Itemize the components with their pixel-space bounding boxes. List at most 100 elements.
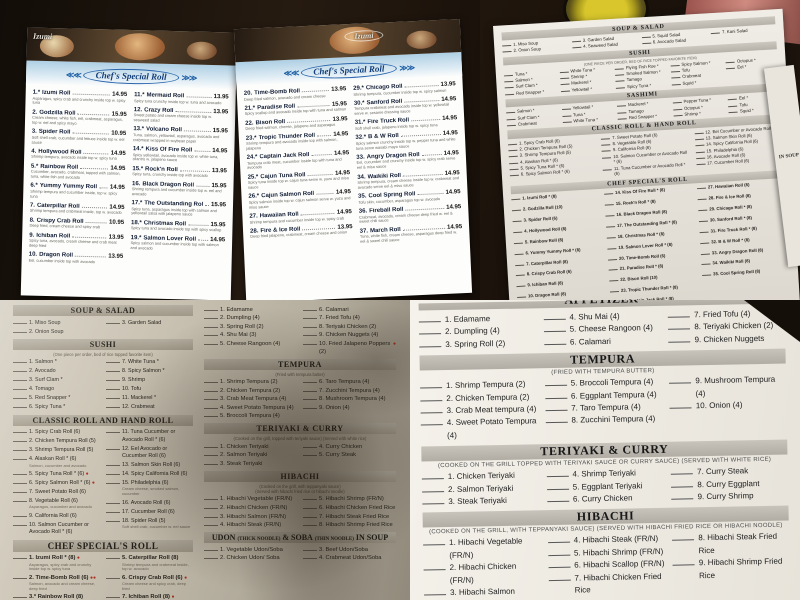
item-label: 6. Taro Tempura (4) [319,379,370,386]
item-label: 2. Hibachi Chicken (FR/N) [449,562,517,585]
menu-item: 28. Fire & Ice Roll (8) [697,191,785,203]
menu-item: 3. Garden Salad [106,318,193,327]
write-in-blank [13,455,27,461]
item-label: 20. Time-Bomb Roll (6) [618,252,666,261]
item-label: Shrimp * [684,110,701,117]
item-price: 13.95 [108,253,124,261]
menu-item-line: 10. Salmon Cucumber or Avocado Roll * (6… [13,520,100,536]
dotted-leader [410,115,441,122]
item-label: 6. Yummy Yummy Roll * (8) [525,246,581,256]
item-label: 15. Rock'n Roll * (8) [615,198,656,207]
write-in-blank [13,478,27,484]
menu-item: 22. Bison Roll (10) [609,272,697,284]
item-label: 7. Hibachi Steak Fried Rice [319,513,390,520]
soba-paren: (THIN NOODLE) [314,537,354,543]
write-in-blank [204,503,218,509]
write-in-blank [106,498,120,504]
dotted-leader [77,109,110,116]
menu-item-line: 6. Spicy Salmon Roll * (6) ● [13,478,100,487]
menu-item: 11.* Mermaid Roll 13.95 Spicy tuna crunc… [134,91,229,106]
dotted-leader [311,150,333,157]
item-label: 4. Sweet Potato Tempura (4) [220,404,294,411]
menu-item: 33. Angry Dragon Roll 14.95 Eel, cucumbe… [356,149,459,171]
write-in-blank [204,339,218,345]
edge-text: IN SOUP [778,152,800,161]
item-description: Tuna, salmon, yellowtail, asparagus, avo… [133,132,220,144]
menu-column: 11.* Mermaid Roll 13.95 Spicy tuna crunc… [130,91,229,270]
write-in-blank [673,111,683,117]
dotted-leader [72,89,111,96]
item-label: 1. Edamame [444,314,491,325]
item-label: 1. Shrimp Tempura (2) [220,379,278,386]
menu-item: 6. Taro Tempura (4) [303,377,396,386]
item-label: 2. Chicken Udon/ Soba [220,555,280,562]
write-in-blank [13,511,27,517]
item-label: 9. Mushroom Tempura (4) [695,374,776,398]
menu-item: 30.* Sanford Roll 14.95 Tempura crabmeat… [354,95,457,117]
write-in-blank [501,41,512,47]
chef-special-columns: 1. Izumi Roll * (8) 2. Godzilla Roll (10)… [511,180,792,300]
write-in-blank [512,217,522,223]
write-in-blank [509,171,519,177]
item-label: 28. Fire & Ice Roll (8) [708,193,751,201]
photo-top-left: Izumi ≪≪ Chef's Special Roll ≫≫ 1.* Izum… [0,0,480,300]
write-in-blank [671,467,694,475]
write-in-blank [616,102,627,108]
write-in-blank [13,327,27,333]
write-in-blank [13,394,27,400]
menu-item: 8. Teriyaki Chicken (2) [303,322,396,331]
menu-item: 1. Salmon * [13,358,100,367]
write-in-blank [697,195,707,201]
item-label: 6. Eggplant Tempura (4) [570,389,657,401]
write-in-blank [204,386,218,392]
write-in-blank [204,451,218,457]
item-label: 6. Avocado Salad [652,37,687,45]
write-in-blank [607,244,617,250]
right-column: 1. Edamame 2. Dumpling (4) 3. Spring Roll … [198,302,410,600]
item-label: 2. Onion Soup [513,46,542,54]
write-in-blank [571,43,582,49]
menu-item: 6. Spicy Tuna * [13,403,100,412]
menu-item: 7. Hibachi Chicken Fried Rice [548,571,665,598]
menu-item: 9. Chicken Nuggets (4) [303,331,396,340]
menu-item: 12. Eel Avocado or Cucumber Roll (6) [106,444,193,460]
menu-item-line: 8. Vegetable Roll (6) [13,496,100,505]
menu-item: 1. Izumi Roll * (8) ● Asparagus, spicy cr… [13,554,100,573]
chef-special-column: 1. Izumi Roll * (8) 2. Godzilla Roll (10)… [511,191,607,300]
write-in-blank [106,358,120,364]
item-description: Salmon, avocado and cream cheese, deep f… [29,581,96,591]
spicy-icon: ● [171,594,175,600]
write-in-blank [303,521,317,527]
write-in-blank [204,512,218,518]
write-in-blank [106,367,120,373]
menu-item: 3. Surf Clam * [13,376,100,385]
write-in-blank [696,184,707,190]
menu-item: 5. Caterpillar Roll (8) Shrimp tempura a… [106,554,193,573]
menu-item: 4. Crabmeat Udon/Soba [303,554,396,563]
write-in-blank [607,255,618,261]
menu-item: 7. Hibachi Steak Fried Rice [303,512,396,521]
write-in-blank [303,305,317,311]
teriyaki-list: 1. Chicken Teriyaki 2. Salmon Teriyaki 3. … [204,442,396,468]
item-label: 3. Shrimp Tempura Roll (5) [29,447,94,454]
item-label: 10. Dragon Roll (8) [527,291,567,299]
menu-item: 4. Hollywood Roll 14.95 Shrimp tempura, … [31,147,126,162]
menu-item: 2. Hibachi Chicken (FR/N) [423,561,540,588]
menu-item: 22. Bison Roll 13.95 Deep fried salmon, … [245,115,348,132]
chef-special-page-2: Izumi ≪≪ Chef's Special Roll ≫≫ 20. Time… [233,19,473,300]
menu-item: 7. White Tuna * [106,358,193,367]
dotted-leader [80,163,109,170]
item-label: 31. Fire Truck Roll * (8) [710,225,757,234]
menu-item: 10. Dragon Roll 13.95 Eel, cucumber insi… [29,251,124,266]
item-label: 1. Izumi Roll * (8) [29,555,76,562]
write-in-blank [606,233,616,239]
item-price: 13.95 [331,86,347,93]
item-label: 6. Hibachi Chicken Fried Rice [319,504,396,511]
write-in-blank [303,386,317,392]
appetizer-list: 1. Edamame 2. Dumpling (4) 3. Spring Roll … [418,308,786,352]
menu-item-line: 17. Cucumber Roll (6) [106,507,193,516]
item-label: 3. Spider Roll (6) [523,215,558,223]
write-in-blank [602,153,612,159]
menu-item: 18. Spider Roll (5) Soft shell crab, cuc… [106,516,193,530]
dotted-leader [72,128,110,135]
